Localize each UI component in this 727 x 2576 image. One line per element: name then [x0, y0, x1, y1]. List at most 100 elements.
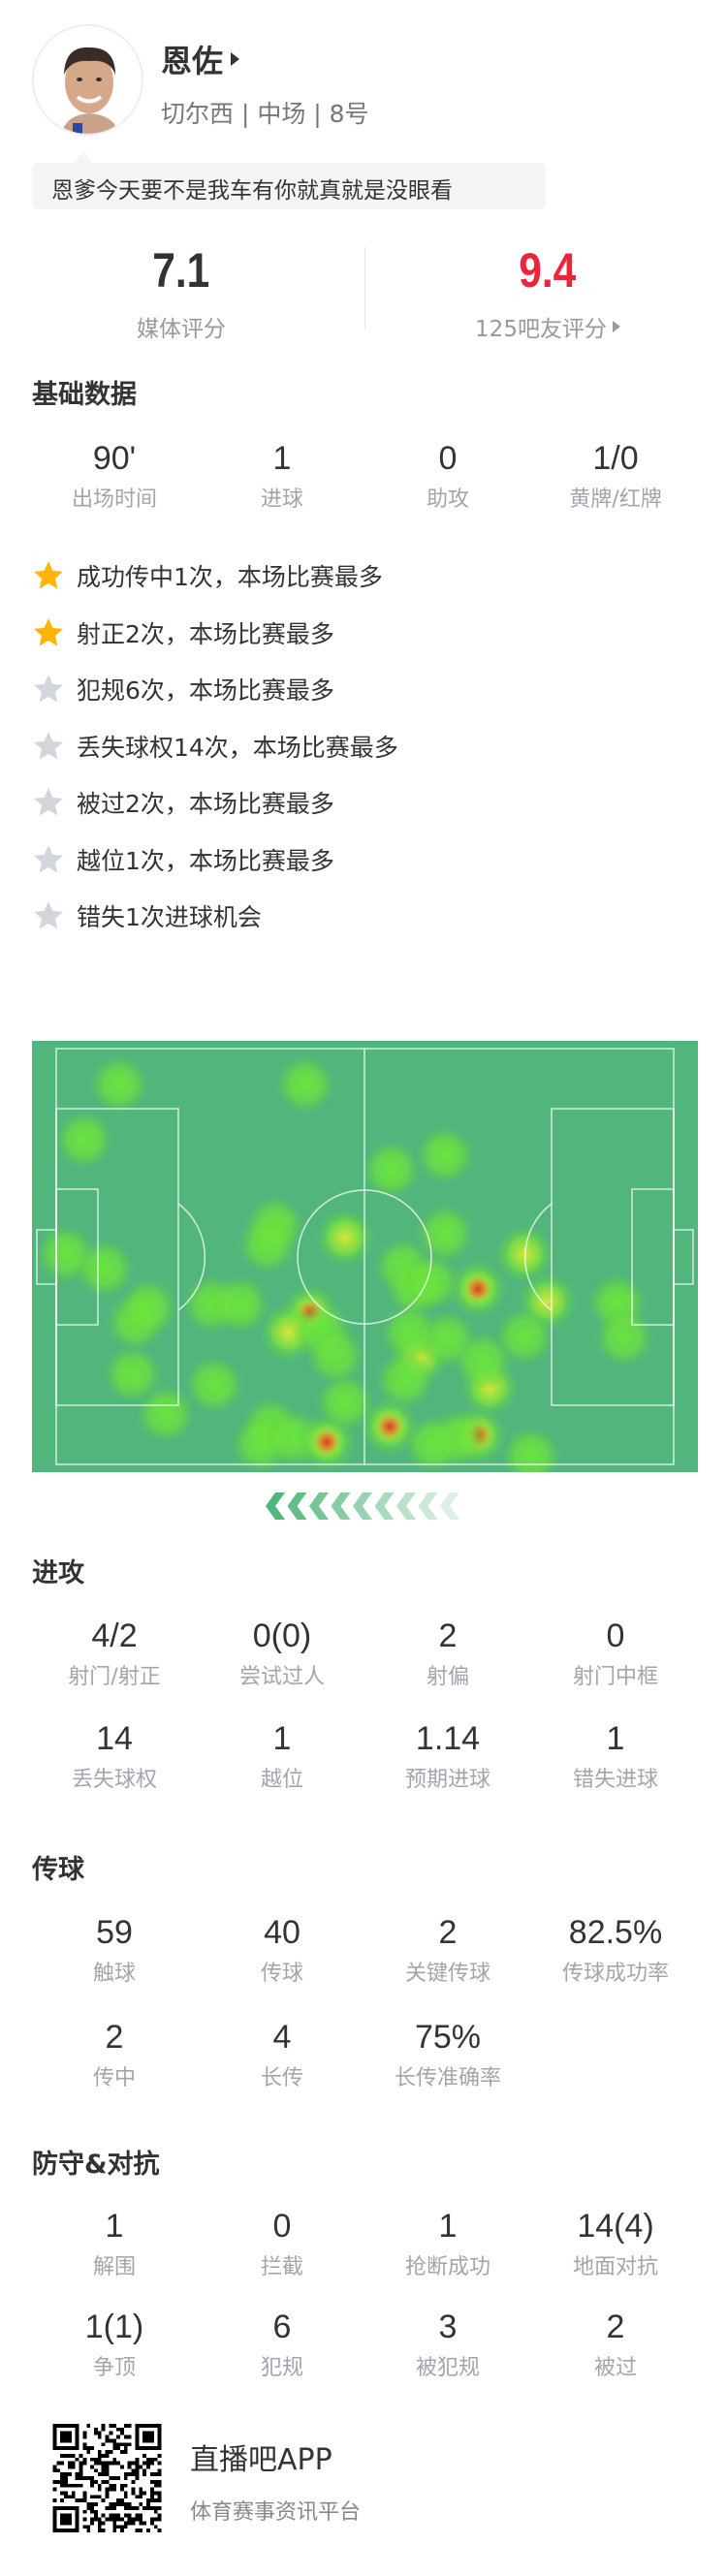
stat-label: 助攻	[426, 487, 469, 512]
heat-spot	[314, 1429, 339, 1455]
heat-spot	[276, 1055, 334, 1114]
heat-spot	[416, 1126, 474, 1184]
chevron-left-icon	[353, 1492, 372, 1520]
player-name: 恩佐	[161, 43, 224, 79]
stat-value: 1/0	[592, 440, 639, 477]
stat-value: 1	[438, 2208, 458, 2245]
stat-value: 1(1)	[84, 2309, 144, 2345]
section-title-basic: 基础数据	[32, 380, 137, 410]
pitch-lines	[36, 1048, 694, 1465]
stat-label: 抢断成功	[404, 2255, 490, 2279]
qr-code	[52, 2424, 162, 2532]
stat-item: 1 解围	[31, 2207, 198, 2280]
stat-label: 关键传球	[404, 1962, 490, 1986]
heat-spot	[238, 1215, 297, 1273]
stat-value: 82.5%	[568, 1914, 663, 1951]
stat-label: 射门/射正	[68, 1665, 161, 1689]
heat-spot	[104, 1345, 162, 1403]
stat-value: 14(4)	[577, 2208, 654, 2245]
stat-item: 40 传球	[199, 1913, 365, 1987]
heat-spot	[595, 1308, 653, 1367]
app-slogan: 体育赛事资讯平台	[190, 2500, 362, 2525]
stat-item: 2 射偏	[364, 1617, 531, 1690]
stat-value: 1	[272, 1720, 292, 1757]
stat-label: 争顶	[92, 2356, 136, 2380]
highlight-item: 被过2次，本场比赛最多	[32, 785, 334, 820]
media-rating: 7.1 媒体评分	[36, 242, 327, 343]
stat-label: 被过	[593, 2356, 637, 2380]
stat-value: 0(0)	[252, 1618, 312, 1654]
attack-direction-arrows	[266, 1492, 459, 1520]
fan-rating[interactable]: 9.4 125吧友评分	[402, 242, 693, 343]
stat-label: 传中	[92, 2066, 136, 2090]
stat-item: 4 长传	[199, 2018, 365, 2091]
heat-spot	[502, 1427, 560, 1485]
stat-label: 长传	[260, 2066, 303, 2090]
stat-value: 1.14	[415, 1720, 481, 1757]
stat-item: 14 丢失球权	[31, 1719, 198, 1793]
stat-value: 1	[105, 2208, 124, 2245]
stat-item: 1.14 预期进球	[364, 1719, 531, 1793]
caret-right-icon	[612, 321, 620, 332]
stat-item: 14(4) 地面对抗	[532, 2207, 699, 2280]
heat-spot	[76, 1240, 134, 1298]
caret-right-icon	[231, 52, 240, 66]
heat-spot	[119, 1278, 177, 1336]
stat-label: 触球	[92, 1962, 136, 1986]
fan-rating-value: 9.4	[519, 243, 577, 298]
stat-label: 拦截	[260, 2255, 303, 2279]
stat-label: 传球	[260, 1962, 303, 1986]
section-title-attack: 进攻	[32, 1558, 84, 1588]
section-title-defense: 防守&对抗	[32, 2150, 160, 2180]
heat-spot	[185, 1356, 243, 1414]
heat-spot	[465, 1276, 490, 1302]
stat-item: 2 传中	[31, 2018, 198, 2091]
stat-item: 0(0) 尝试过人	[199, 1617, 365, 1690]
stat-value: 59	[96, 1914, 133, 1951]
heatmap	[32, 1041, 698, 1485]
stat-label: 丢失球权	[71, 1768, 157, 1792]
stat-label: 错失进球	[572, 1768, 658, 1792]
stat-item: 1(1) 争顶	[31, 2308, 198, 2381]
stat-value: 6	[272, 2309, 292, 2345]
rating-divider	[364, 247, 365, 330]
player-avatar[interactable]	[32, 24, 143, 136]
star-gray-icon	[34, 901, 63, 929]
stat-item: 0 助攻	[364, 439, 531, 513]
stat-value: 2	[606, 2309, 625, 2345]
stat-item: 1 进球	[199, 439, 365, 513]
highlight-item: 丢失球权14次，本场比赛最多	[32, 729, 398, 764]
stat-item: 6 犯规	[199, 2308, 365, 2381]
stat-item: 1 抢断成功	[364, 2207, 531, 2280]
highlight-item: 错失1次进球机会	[32, 898, 262, 933]
star-gray-icon	[34, 675, 63, 703]
player-info: 切尔西 | 中场 | 8号	[161, 100, 369, 128]
highlight-text: 错失1次进球机会	[77, 903, 262, 931]
app-name: 直播吧APP	[190, 2443, 332, 2477]
stat-value: 40	[264, 1914, 300, 1951]
star-gray-icon	[34, 731, 63, 759]
highlight-item: 成功传中1次，本场比赛最多	[32, 558, 383, 593]
stat-item: 4/2 射门/射正	[31, 1617, 198, 1690]
chevron-left-icon	[440, 1492, 459, 1520]
stat-item: 0 射门中框	[532, 1617, 699, 1690]
heat-spot	[495, 1307, 553, 1366]
stat-label: 预期进球	[404, 1768, 490, 1792]
player-name-link[interactable]: 恩佐	[161, 37, 240, 81]
highlight-text: 越位1次，本场比赛最多	[77, 846, 334, 875]
stat-value: 2	[105, 2019, 124, 2056]
stat-label: 射偏	[426, 1665, 469, 1689]
stat-value: 90'	[92, 440, 137, 477]
star-gray-icon	[34, 788, 63, 816]
heat-spot	[55, 1111, 113, 1169]
stat-value: 1	[606, 1720, 625, 1757]
stat-label: 长传准确率	[394, 2066, 501, 2090]
stat-label: 黄牌/红牌	[569, 487, 662, 512]
highlight-item: 射正2次，本场比赛最多	[32, 615, 334, 650]
heat-spot	[211, 1275, 269, 1334]
heat-spot	[381, 1304, 439, 1362]
media-rating-value: 7.1	[152, 243, 210, 298]
stat-label: 被犯规	[415, 2356, 480, 2380]
stat-value: 4	[272, 2019, 292, 2056]
stat-item: 2 被过	[532, 2308, 699, 2381]
